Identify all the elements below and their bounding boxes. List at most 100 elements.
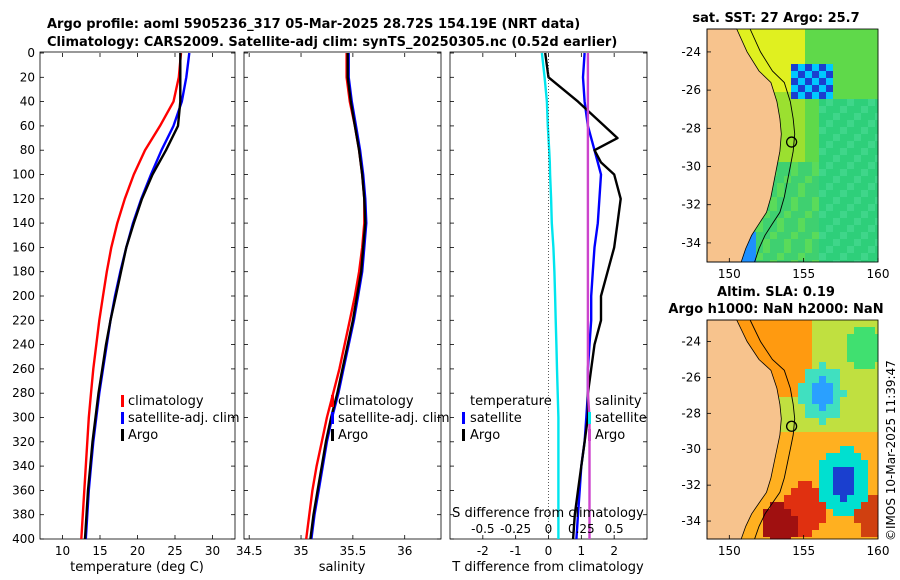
map-cell xyxy=(819,176,827,184)
x-tick-label: 10 xyxy=(55,544,70,558)
map-cell xyxy=(805,404,813,412)
map-cell xyxy=(840,502,848,510)
map-cell xyxy=(847,162,855,170)
map-cell xyxy=(777,348,785,356)
map-cell xyxy=(791,85,799,93)
map-cell xyxy=(868,225,876,233)
map-cell xyxy=(861,474,869,482)
series-line-climatology xyxy=(80,52,183,540)
map-cell xyxy=(798,183,806,191)
map-cell xyxy=(875,488,879,496)
map-cell xyxy=(770,71,778,79)
difference-legend: temperature satellite Argo salinity sate… xyxy=(462,394,647,443)
depth-tick-label: 100 xyxy=(12,168,35,182)
map-cell xyxy=(791,390,799,398)
map-cell xyxy=(805,488,813,496)
map-cell xyxy=(784,183,792,191)
map-cell xyxy=(784,169,792,177)
map-cell xyxy=(791,439,799,447)
map-cell xyxy=(784,355,792,363)
map-cell xyxy=(798,327,806,335)
map-cell xyxy=(868,516,876,524)
map-cell xyxy=(868,106,876,114)
map-cell xyxy=(826,162,834,170)
map-cell xyxy=(742,29,750,37)
map-cell xyxy=(812,78,820,86)
map-cell xyxy=(777,474,785,482)
map-cell xyxy=(861,113,869,121)
map-cell xyxy=(819,197,827,205)
map-cell xyxy=(805,197,813,205)
map-cell xyxy=(805,460,813,468)
map-cell xyxy=(777,85,785,93)
x-tick-label: -2 xyxy=(477,544,489,558)
map-cell xyxy=(854,397,862,405)
map-cell xyxy=(791,502,799,510)
map-cell xyxy=(847,113,855,121)
map-cell xyxy=(854,502,862,510)
map-cell xyxy=(798,530,806,538)
map-cell xyxy=(791,99,799,107)
map-cell xyxy=(840,320,848,328)
s-tick-label: 0 xyxy=(545,522,553,536)
s-tick-label: -0.25 xyxy=(500,522,531,536)
map-cell xyxy=(812,369,820,377)
map-cell xyxy=(847,523,855,531)
map-cell xyxy=(840,390,848,398)
map-cell xyxy=(861,36,869,44)
map-cell xyxy=(812,183,820,191)
map-cell xyxy=(805,78,813,86)
map-cell xyxy=(847,474,855,482)
map-cell xyxy=(875,376,879,384)
map-cell xyxy=(854,50,862,58)
map-cell xyxy=(812,509,820,517)
map-cell xyxy=(763,239,771,247)
map-cell xyxy=(840,176,848,184)
map-cell xyxy=(819,327,827,335)
map-cell xyxy=(826,120,834,128)
map-cell xyxy=(861,204,869,212)
map-cell xyxy=(791,120,799,128)
map-cell xyxy=(798,446,806,454)
map-cell xyxy=(756,29,764,37)
map-cell xyxy=(763,509,771,517)
map-cell xyxy=(854,239,862,247)
map-cell xyxy=(875,183,879,191)
map-cell xyxy=(861,162,869,170)
map-cell xyxy=(826,537,834,540)
map-cell xyxy=(763,502,771,510)
map-cell xyxy=(861,460,869,468)
map-cell xyxy=(805,537,813,540)
map-cell xyxy=(875,190,879,198)
map-cell xyxy=(784,453,792,461)
legend-label-argo: Argo xyxy=(338,428,368,443)
map-cell xyxy=(868,141,876,149)
map-cell xyxy=(854,446,862,454)
map-cell xyxy=(749,239,757,247)
map-cell xyxy=(868,57,876,65)
map-cell xyxy=(826,495,834,503)
map-cell xyxy=(749,327,757,335)
map-cell xyxy=(777,50,785,58)
map-cell xyxy=(875,404,879,412)
map-cell xyxy=(805,260,813,263)
map-cell xyxy=(819,246,827,254)
map-cell xyxy=(812,204,820,212)
map-cell xyxy=(812,502,820,510)
map-cell xyxy=(777,29,785,37)
map-cell xyxy=(791,467,799,475)
map-cell xyxy=(763,29,771,37)
map-cell xyxy=(868,439,876,447)
map-cell xyxy=(763,36,771,44)
map-cell xyxy=(868,418,876,426)
map-cell xyxy=(875,390,879,398)
map-cell xyxy=(777,516,785,524)
map-cell xyxy=(875,453,879,461)
map-cell xyxy=(742,43,750,51)
map-cell xyxy=(798,425,806,433)
map-cell xyxy=(847,390,855,398)
map-cell xyxy=(833,260,841,263)
map-cell xyxy=(854,113,862,121)
map-cell xyxy=(840,190,848,198)
map-cell xyxy=(875,43,879,51)
